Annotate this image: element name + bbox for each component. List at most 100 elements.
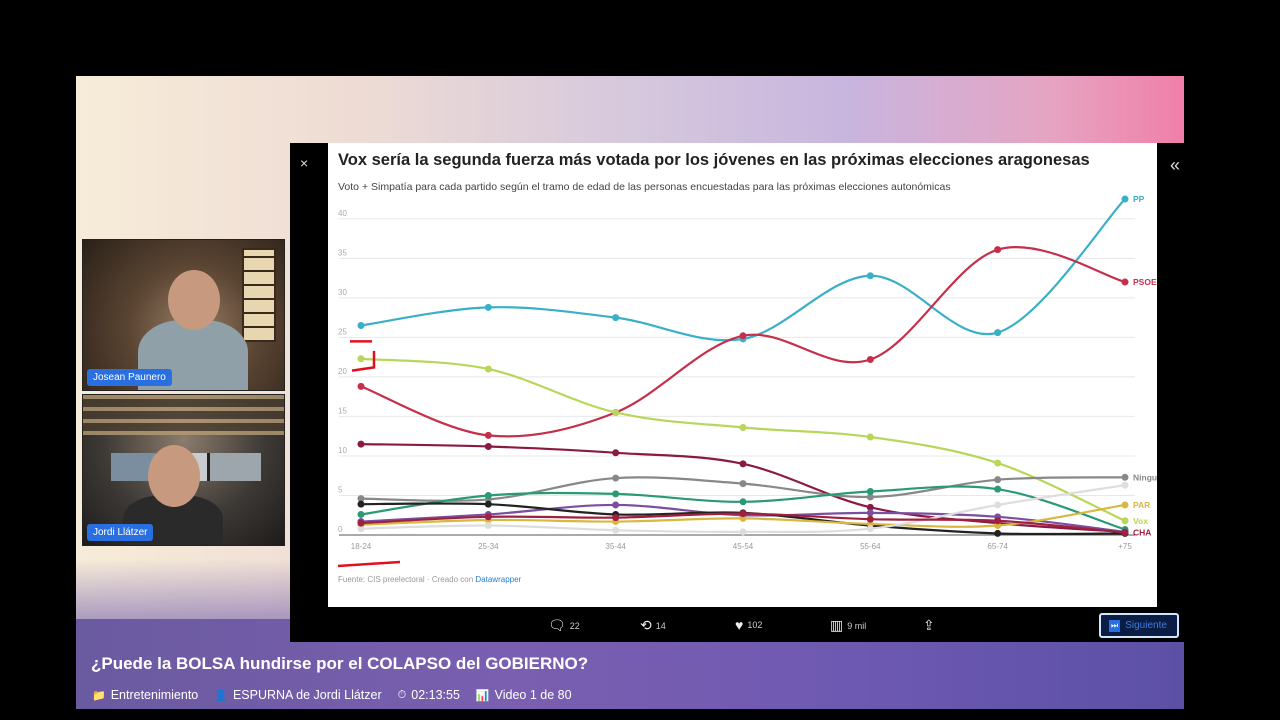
data-point <box>994 329 1002 337</box>
data-point <box>612 514 620 522</box>
data-point <box>612 449 620 457</box>
series-label: PP <box>1133 194 1145 204</box>
data-point <box>1121 278 1129 286</box>
x-tick-label: 35-44 <box>605 542 626 551</box>
data-point <box>357 525 365 533</box>
data-point <box>994 485 1002 493</box>
reply-icon: 🗨 <box>548 617 566 633</box>
data-point <box>357 440 365 448</box>
folder-icon: 📁 <box>92 689 106 702</box>
data-point <box>739 510 747 518</box>
like-button[interactable]: ♥ 102 <box>735 617 762 633</box>
series-label: PAR <box>1133 500 1150 510</box>
next-label: Siguiente <box>1125 620 1167 631</box>
data-point <box>866 509 874 517</box>
y-tick-label: 10 <box>338 446 347 455</box>
data-point <box>357 322 365 330</box>
series-label: Vox <box>1133 516 1148 526</box>
source-prefix: Fuente: CIS preelectoral · Creado con <box>338 575 476 584</box>
views-button[interactable]: ▥ 9 mil <box>830 617 866 634</box>
video-title[interactable]: ¿Puede la BOLSA hundirse por el COLAPSO … <box>91 654 589 673</box>
window-decor <box>242 248 276 342</box>
data-point <box>739 480 747 488</box>
webcam-name-tag: Jordi Llátzer <box>87 524 154 541</box>
data-point <box>357 495 365 503</box>
data-point <box>484 513 492 521</box>
data-point <box>1121 195 1129 203</box>
data-point <box>994 517 1002 525</box>
annotation-underline <box>337 560 401 568</box>
annotation-bracket <box>351 350 376 372</box>
y-tick-label: 40 <box>338 209 347 218</box>
retweet-icon: ⟲ <box>640 617 652 633</box>
data-point <box>994 459 1002 467</box>
ceiling-lights <box>83 395 284 435</box>
data-point <box>994 476 1002 484</box>
data-point <box>994 501 1002 509</box>
person-head <box>148 445 200 507</box>
webcam-josean: Josean Paunero <box>82 239 285 391</box>
reply-count: 22 <box>569 620 580 631</box>
category-label: Entretenimiento <box>110 688 199 702</box>
bar-chart-icon: ▥ <box>830 617 844 633</box>
data-point <box>866 525 874 533</box>
data-point <box>1121 501 1129 509</box>
x-tick-label: 25-34 <box>478 542 499 551</box>
reply-button[interactable]: 🗨 22 <box>548 617 580 634</box>
stats-icon: 📊 <box>475 689 490 702</box>
data-point <box>994 246 1002 254</box>
author-label: ESPURNA de Jordi Llátzer <box>232 688 382 702</box>
user-icon: 👤 <box>214 689 228 702</box>
y-tick-label: 0 <box>338 525 343 534</box>
like-count: 102 <box>747 620 763 630</box>
chart-card: Vox sería la segunda fuerza más votada p… <box>328 143 1157 607</box>
x-tick-label: 65-74 <box>987 542 1008 551</box>
data-point <box>357 355 365 363</box>
close-icon[interactable]: × <box>300 155 309 171</box>
y-tick-label: 25 <box>338 327 347 336</box>
data-point <box>612 314 620 322</box>
data-point <box>866 503 874 511</box>
chart-subtitle: Voto + Simpatía para cada partido según … <box>338 181 951 193</box>
data-point <box>739 460 747 468</box>
duration-label: 02:13:55 <box>411 688 460 702</box>
view-count: 9 mil <box>847 620 867 631</box>
series-line <box>360 485 1126 531</box>
data-point <box>484 491 492 499</box>
retweet-button[interactable]: ⟲ 14 <box>640 617 666 634</box>
data-point <box>739 498 747 506</box>
series-line <box>360 198 1126 342</box>
meta-category[interactable]: 📁 Entretenimiento <box>92 688 198 702</box>
webcam-name-tag: Josean Paunero <box>87 369 172 386</box>
data-point <box>612 501 620 509</box>
data-point <box>484 365 492 373</box>
share-button[interactable]: ⇪ <box>923 617 935 634</box>
data-point <box>739 332 747 340</box>
x-tick-label: 55-64 <box>860 542 881 551</box>
data-point <box>739 528 747 536</box>
data-point <box>866 272 874 280</box>
person-head <box>168 270 220 330</box>
data-point <box>866 493 874 501</box>
collapse-icon[interactable]: « <box>1169 155 1180 175</box>
data-point <box>357 500 365 508</box>
data-point <box>866 433 874 441</box>
webcam-jordi: Jordi Llátzer <box>82 394 285 546</box>
series-label: Ninguno <box>1133 472 1157 482</box>
meta-author[interactable]: 👤 ESPURNA de Jordi Llátzer <box>214 688 381 702</box>
datawrapper-link[interactable]: Datawrapper <box>475 575 522 584</box>
x-tick-label: 18-24 <box>351 542 372 551</box>
data-point <box>612 408 620 416</box>
data-point <box>1121 517 1129 525</box>
data-point <box>484 442 492 450</box>
data-point <box>357 382 365 390</box>
next-button[interactable]: ⏭ Siguiente <box>1099 613 1179 638</box>
meta-duration: ⏱ 02:13:55 <box>398 688 460 702</box>
tweet-image-modal: × « Vox sería la segunda fuerza más vota… <box>290 143 1184 642</box>
y-tick-label: 20 <box>338 367 347 376</box>
y-tick-label: 30 <box>338 288 347 297</box>
position-label: Video 1 de 80 <box>494 688 572 702</box>
data-point <box>357 519 365 527</box>
x-tick-label: 45-54 <box>733 542 754 551</box>
data-point <box>612 526 620 534</box>
